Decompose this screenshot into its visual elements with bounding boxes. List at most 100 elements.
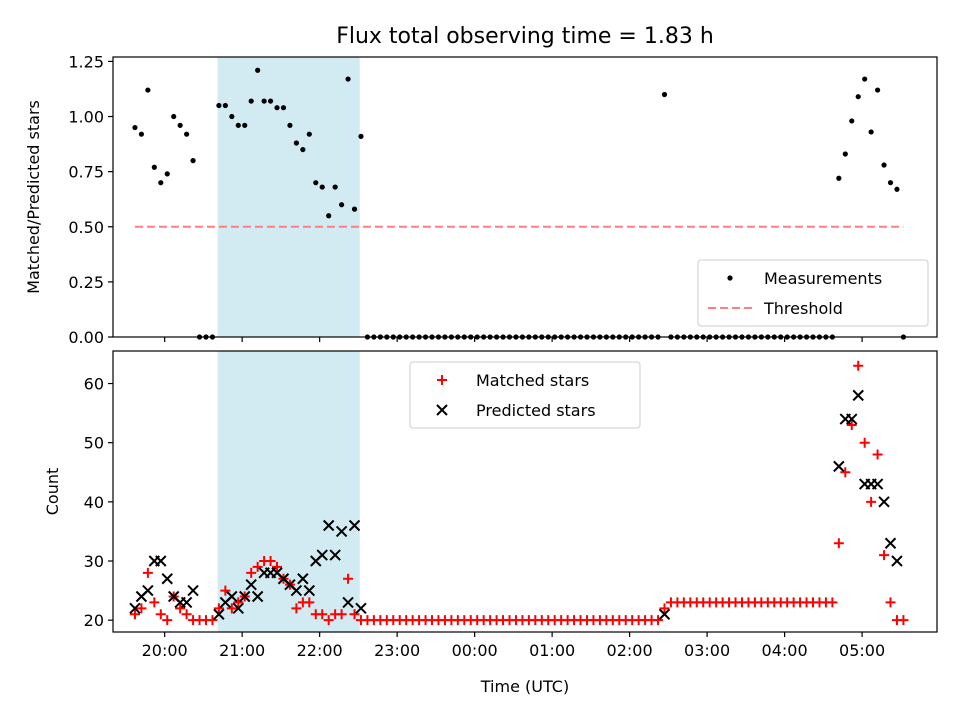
legend-box	[409, 361, 641, 429]
data-point	[213, 608, 225, 620]
data-point	[836, 175, 842, 181]
data-point	[317, 609, 328, 620]
x-tick-label: 05:00	[839, 641, 885, 660]
legend-predicted-swatch	[436, 404, 448, 416]
data-point	[842, 151, 848, 157]
data-point	[868, 129, 874, 135]
x-tick-label: 02:00	[607, 641, 653, 660]
data-point	[313, 180, 319, 186]
data-point	[852, 389, 864, 402]
axes-frame	[112, 56, 938, 338]
legend-box	[697, 259, 929, 327]
x-axis: 20:00 21:00 22:00 23:00 00:00 01:00 02:00 03:00…	[142, 632, 885, 660]
data-point	[349, 609, 360, 620]
data-point	[162, 615, 173, 626]
x-tick-label: 22:00	[297, 641, 343, 660]
data-point	[898, 615, 909, 626]
x-axis	[164, 337, 863, 342]
data-point	[171, 113, 177, 120]
shaded-region	[217, 351, 360, 632]
data-point	[245, 578, 257, 591]
data-point	[351, 206, 358, 212]
data-point	[866, 496, 877, 507]
data-point	[862, 76, 868, 82]
x-tick-label: 03:00	[684, 641, 730, 660]
data-point	[229, 113, 235, 120]
data-point	[272, 561, 283, 572]
data-point	[267, 98, 274, 104]
legend-label: Predicted stars	[476, 401, 596, 420]
data-point	[846, 419, 857, 430]
data-point	[833, 538, 844, 549]
series-predicted-stars	[129, 389, 903, 620]
top-panel: 0.00 0.25 0.50 0.75 1.00 1.25 Matched/Predicte…	[24, 52, 938, 347]
data-point	[849, 118, 855, 124]
data-point	[226, 603, 237, 614]
y-axis: 0.00 0.25 0.50 0.75 1.00 1.25	[68, 52, 113, 347]
data-point	[894, 186, 900, 192]
data-point	[306, 131, 312, 137]
data-point	[175, 603, 186, 614]
legend-label: Matched stars	[476, 371, 589, 390]
data-point	[235, 122, 241, 128]
data-point	[142, 567, 153, 578]
data-point	[879, 550, 890, 561]
legend: Matched stars Predicted stars	[409, 361, 641, 429]
data-point	[884, 537, 897, 549]
y-tick-label: 0.50	[68, 218, 104, 237]
legend-matched-swatch	[437, 375, 447, 385]
legend-measurements-swatch	[727, 275, 733, 281]
y-tick-label: 0.00	[68, 328, 104, 347]
shaded-region	[217, 57, 360, 337]
legend: Measurements Threshold	[697, 259, 929, 327]
data-point	[343, 573, 354, 584]
x-axis-label: Time (UTC)	[480, 677, 569, 696]
data-point	[316, 549, 328, 561]
data-point	[878, 496, 890, 508]
data-point	[187, 584, 199, 597]
y-tick-label: 1.25	[68, 52, 104, 71]
data-point	[661, 91, 668, 98]
chart-title: Flux total observing time = 1.83 h	[336, 24, 714, 49]
y-tick-label: 0.25	[68, 273, 104, 292]
data-point	[129, 602, 141, 615]
data-point	[658, 608, 671, 620]
data-point	[827, 597, 838, 608]
data-point	[872, 449, 883, 460]
data-point	[181, 609, 192, 620]
data-point	[348, 519, 361, 532]
y-axis-label: Matched/Predicted stars	[24, 100, 43, 294]
y-axis: 20 30 40 50 60	[84, 375, 113, 630]
data-point	[145, 87, 151, 93]
data-point	[142, 584, 154, 597]
data-point	[242, 122, 248, 128]
data-point	[293, 140, 299, 146]
data-point	[233, 597, 244, 608]
data-point	[155, 555, 167, 567]
data-point	[887, 180, 894, 186]
data-point	[216, 102, 222, 109]
data-point	[304, 597, 315, 608]
bottom-panel: 20 30 40 50 60 Count 20:00 21:00 22:00 23:00 00:00…	[43, 350, 938, 696]
data-point	[251, 590, 264, 603]
data-point	[653, 615, 664, 626]
data-point	[239, 590, 251, 603]
data-point	[891, 555, 903, 567]
data-point	[136, 603, 147, 614]
data-point	[280, 105, 287, 111]
data-point	[207, 615, 218, 626]
data-point	[855, 94, 861, 100]
data-point	[853, 360, 864, 371]
y-tick-label: 50	[84, 434, 104, 453]
y-tick-label: 0.75	[68, 163, 104, 182]
data-point	[132, 124, 138, 131]
data-point	[190, 158, 196, 164]
data-point	[129, 609, 140, 620]
data-point	[248, 98, 254, 104]
data-point	[833, 460, 845, 473]
data-point	[303, 584, 316, 597]
data-point	[155, 609, 166, 620]
data-point	[290, 584, 303, 597]
data-point	[246, 567, 257, 578]
data-point	[261, 98, 267, 104]
